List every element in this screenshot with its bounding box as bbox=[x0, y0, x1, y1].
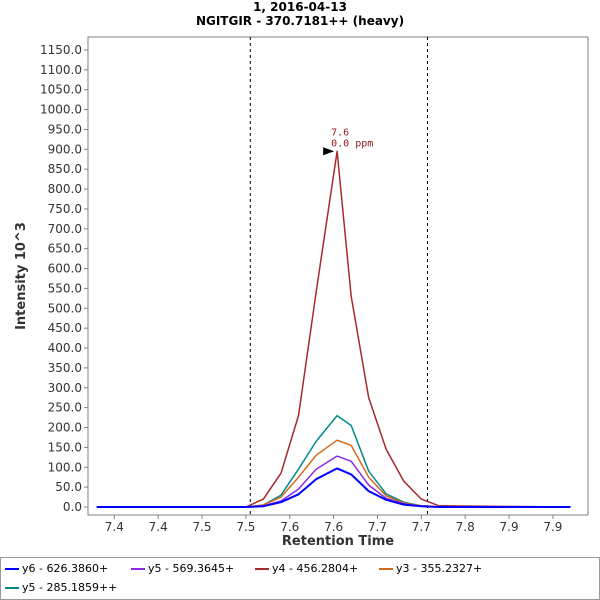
y-tick-label: 0.0 bbox=[63, 500, 82, 514]
x-tick-label: 7.5 bbox=[236, 520, 255, 534]
series-line-0 bbox=[96, 467, 571, 508]
legend-label: y3 - 355.2327+ bbox=[396, 562, 483, 575]
y-tick-label: 750.0 bbox=[48, 202, 82, 216]
y-axis-title: Intensity 10^3 bbox=[14, 222, 29, 330]
y-tick-label: 700.0 bbox=[48, 222, 82, 236]
x-tick-label: 7.7 bbox=[368, 520, 387, 534]
y-tick-label: 900.0 bbox=[48, 142, 82, 156]
y-tick-label: 950.0 bbox=[48, 122, 82, 136]
x-tick-label: 7.5 bbox=[192, 520, 211, 534]
y-tick-label: 1000.0 bbox=[40, 103, 82, 117]
legend-label: y5 - 285.1859++ bbox=[22, 581, 118, 594]
x-tick-label: 7.9 bbox=[543, 520, 562, 534]
x-tick-label: 7.6 bbox=[324, 520, 343, 534]
legend-swatch bbox=[131, 567, 145, 570]
x-tick-label: 7.4 bbox=[149, 520, 168, 534]
y-tick-label: 800.0 bbox=[48, 182, 82, 196]
y-tick-label: 150.0 bbox=[48, 440, 82, 454]
legend-swatch bbox=[5, 567, 19, 570]
legend-swatch bbox=[255, 567, 269, 570]
x-axis-title: Retention Time bbox=[282, 534, 394, 549]
legend-label: y5 - 569.3645+ bbox=[148, 562, 235, 575]
legend-item: y6 - 626.3860+ bbox=[5, 562, 108, 575]
legend: y6 - 626.3860+ y5 - 569.3645+ y4 - 456.280… bbox=[0, 557, 600, 600]
legend-item: y5 - 285.1859++ bbox=[5, 581, 117, 594]
y-tick-label: 300.0 bbox=[48, 381, 82, 395]
peak-marker bbox=[323, 147, 335, 156]
legend-label: y4 - 456.2804+ bbox=[272, 562, 359, 575]
x-tick-label: 7.9 bbox=[500, 520, 519, 534]
y-tick-label: 100.0 bbox=[48, 460, 82, 474]
chart-title: 1, 2016-04-13 NGITGIR - 370.7181++ (heav… bbox=[0, 0, 600, 28]
legend-swatch bbox=[5, 586, 19, 589]
y-tick-label: 1050.0 bbox=[40, 83, 82, 97]
chart-title-line1: 1, 2016-04-13 bbox=[253, 0, 347, 14]
y-tick-label: 450.0 bbox=[48, 321, 82, 335]
y-tick-label: 550.0 bbox=[48, 281, 82, 295]
peak-rt-label: 7.6 bbox=[331, 127, 349, 138]
legend-item: y3 - 355.2327+ bbox=[379, 562, 482, 575]
x-tick-label: 7.8 bbox=[456, 520, 475, 534]
plot-area bbox=[87, 36, 589, 516]
series-line-2 bbox=[96, 150, 571, 508]
y-tick-label: 50.0 bbox=[55, 480, 82, 494]
legend-item: y4 - 456.2804+ bbox=[255, 562, 358, 575]
x-tick-label: 7.7 bbox=[412, 520, 431, 534]
legend-label: y6 - 626.3860+ bbox=[22, 562, 109, 575]
chart-title-line2: NGITGIR - 370.7181++ (heavy) bbox=[195, 14, 405, 28]
y-tick-label: 250.0 bbox=[48, 401, 82, 415]
legend-item: y5 - 569.3645+ bbox=[131, 562, 234, 575]
chromatogram-chart: 0.0 50.0 100.0 150.0 200.0 250.0 300.0 350.0 400… bbox=[14, 36, 589, 549]
y-tick-label: 350.0 bbox=[48, 361, 82, 375]
x-tick-label: 7.6 bbox=[280, 520, 299, 534]
y-tick-label: 200.0 bbox=[48, 421, 82, 435]
y-tick-label: 650.0 bbox=[48, 242, 82, 256]
legend-swatch bbox=[379, 567, 393, 570]
y-tick-label: 1100.0 bbox=[40, 63, 82, 77]
y-tick-label: 600.0 bbox=[48, 262, 82, 276]
x-tick-label: 7.4 bbox=[105, 520, 124, 534]
y-tick-label: 850.0 bbox=[48, 162, 82, 176]
peak-ppm-label: 0.0 ppm bbox=[331, 138, 373, 149]
y-tick-label: 1150.0 bbox=[40, 43, 82, 57]
y-tick-label: 500.0 bbox=[48, 301, 82, 315]
y-tick-label: 400.0 bbox=[48, 341, 82, 355]
